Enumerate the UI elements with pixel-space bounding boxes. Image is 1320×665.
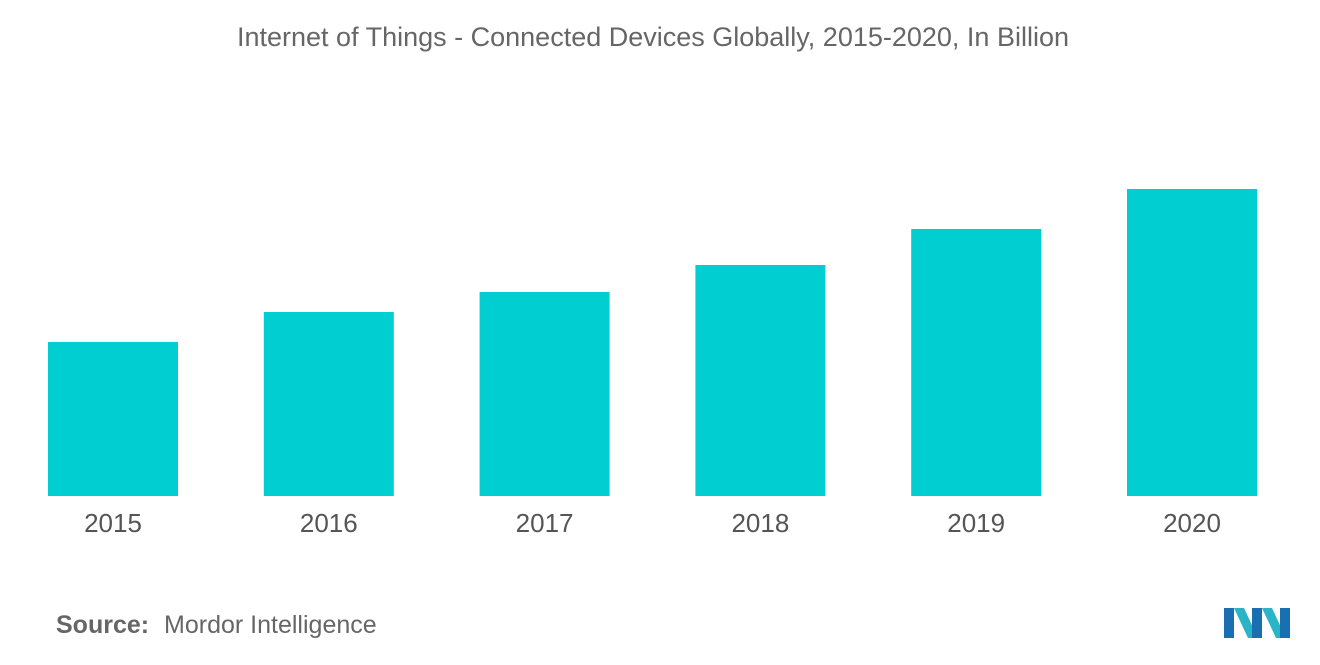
- x-tick-label: 2018: [731, 508, 789, 538]
- source-label: Source:: [56, 611, 150, 639]
- bar-2018: [695, 265, 826, 496]
- bar-chart: 2015 2016 2017 2018 2019 2020: [48, 189, 1257, 538]
- bar-2015: [48, 342, 178, 496]
- bar-2020: [1127, 189, 1257, 496]
- source-text: Mordor Intelligence: [164, 611, 377, 639]
- bar-2017: [479, 292, 610, 496]
- source-note: Source: Mordor Intelligence: [56, 611, 377, 640]
- x-tick-label: 2016: [300, 508, 358, 538]
- mordor-intelligence-logo-icon: [1224, 608, 1290, 638]
- chart-title: Internet of Things - Connected Devices G…: [237, 22, 1069, 52]
- bar-2016: [263, 312, 394, 496]
- bar-2019: [911, 229, 1042, 496]
- x-tick-label: 2015: [84, 508, 142, 538]
- x-tick-label: 2020: [1163, 508, 1221, 538]
- x-tick-label: 2019: [947, 508, 1005, 538]
- x-tick-label: 2017: [516, 508, 574, 538]
